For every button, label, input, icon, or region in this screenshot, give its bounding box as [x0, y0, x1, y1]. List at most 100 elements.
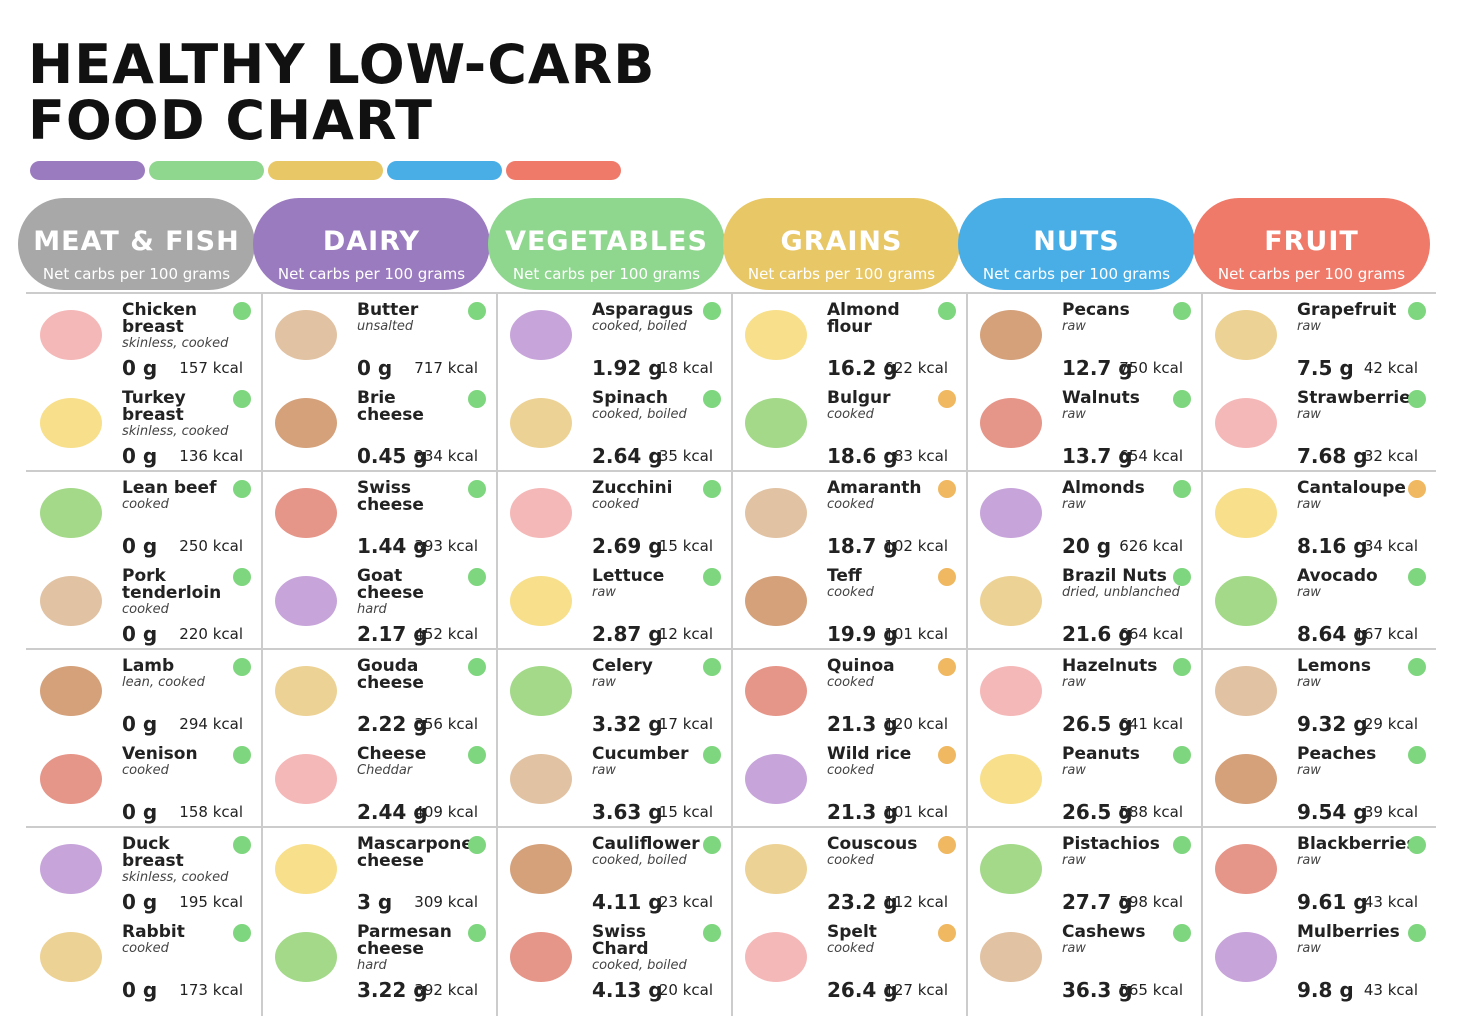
status-dot: [1173, 836, 1191, 854]
status-dot: [468, 746, 486, 764]
net-carbs: 0 g: [122, 890, 158, 914]
food-name-text: Goat cheese: [357, 566, 424, 603]
category-subtitle: Net carbs per 100 grams: [982, 265, 1171, 283]
food-name-text: Peaches: [1297, 744, 1377, 764]
food-name: Wild rice cooked: [827, 746, 937, 779]
food-image: [510, 310, 572, 360]
net-carbs: 26.4 g: [827, 978, 898, 1002]
calories: 167 kcal: [1354, 625, 1418, 643]
status-dot: [1173, 658, 1191, 676]
food-name-text: Grapefruit: [1297, 300, 1397, 320]
food-name-text: Cantaloupe: [1297, 478, 1406, 498]
status-dot: [703, 836, 721, 854]
food-name: Amaranth cooked: [827, 480, 937, 513]
food-image: [275, 932, 337, 982]
food-item: Bulgur cooked 18.6 g 83 kcal: [731, 384, 966, 472]
calories: 750 kcal: [1119, 359, 1183, 377]
status-dot: [1408, 480, 1426, 498]
food-note: cooked: [592, 497, 639, 512]
food-item: Blackberries raw 9.61 g 43 kcal: [1201, 830, 1436, 918]
food-image: [40, 398, 102, 448]
status-dot: [233, 390, 251, 408]
net-carbs: 8.16 g: [1297, 534, 1368, 558]
column-divider: [261, 292, 263, 1016]
food-note: dried, unblanched: [1062, 585, 1180, 600]
food-name-text: Almonds: [1062, 478, 1145, 498]
calories: 452 kcal: [414, 625, 478, 643]
food-note: raw: [1062, 319, 1086, 334]
food-name-text: Rabbit: [122, 922, 185, 942]
food-name: Cheese Cheddar: [357, 746, 467, 779]
food-name-text: Cauliflower: [592, 834, 700, 854]
food-name-text: Teff: [827, 566, 862, 586]
food-image: [275, 844, 337, 894]
calories: 220 kcal: [179, 625, 243, 643]
food-name-text: Strawberries: [1297, 388, 1421, 408]
food-item: Swiss Chard cooked, boiled 4.13 g 20 kcal: [496, 918, 731, 1006]
food-name-text: Mascarpone cheese: [357, 834, 473, 871]
status-dot: [703, 302, 721, 320]
food-note: cooked: [122, 763, 169, 778]
food-name: Quinoa cooked: [827, 658, 937, 691]
food-note: cooked: [827, 675, 874, 690]
food-item: Walnuts raw 13.7 g 654 kcal: [966, 384, 1201, 472]
status-dot: [233, 924, 251, 942]
calories: 15 kcal: [658, 803, 713, 821]
food-name-text: Swiss Chard: [592, 922, 649, 959]
food-name-text: Pecans: [1062, 300, 1130, 320]
food-image: [275, 310, 337, 360]
food-name: Cucumber raw: [592, 746, 702, 779]
food-image: [40, 754, 102, 804]
status-dot: [938, 836, 956, 854]
food-item: Strawberries raw 7.68 g 32 kcal: [1201, 384, 1436, 472]
food-item: Brazil Nuts dried, unblanched 21.6 g 664 kc…: [966, 562, 1201, 650]
color-bar: [387, 161, 502, 180]
food-image: [275, 488, 337, 538]
food-image: [40, 666, 102, 716]
food-name-text: Celery: [592, 656, 653, 676]
calories: 195 kcal: [179, 893, 243, 911]
food-item: Zucchini cooked 2.69 g 15 kcal: [496, 474, 731, 562]
net-carbs: 0 g: [122, 712, 158, 736]
food-image: [1215, 398, 1277, 448]
calories: 565 kcal: [1119, 981, 1183, 999]
status-dot: [703, 746, 721, 764]
calories: 598 kcal: [1119, 893, 1183, 911]
food-item: Rabbit cooked 0 g 173 kcal: [26, 918, 261, 1006]
food-item: Quinoa cooked 21.3 g 120 kcal: [731, 652, 966, 740]
food-image: [275, 666, 337, 716]
food-note: cooked, boiled: [592, 853, 687, 868]
food-note: raw: [1297, 941, 1321, 956]
net-carbs: 7.5 g: [1297, 356, 1354, 380]
food-name: Couscous cooked: [827, 836, 937, 869]
food-item: Gouda cheese 2.22 g 356 kcal: [261, 652, 496, 740]
food-name: Brazil Nuts dried, unblanched: [1062, 568, 1180, 601]
category-subtitle: Net carbs per 100 grams: [277, 265, 466, 283]
food-note: raw: [1297, 853, 1321, 868]
food-name: Spelt cooked: [827, 924, 937, 957]
food-note: cooked: [122, 941, 169, 956]
food-note: cooked: [827, 853, 874, 868]
food-image: [980, 398, 1042, 448]
category-header: MEAT & FISH Net carbs per 100 grams: [18, 198, 255, 290]
status-dot: [938, 924, 956, 942]
calories: 294 kcal: [179, 715, 243, 733]
calories: 334 kcal: [414, 447, 478, 465]
food-name: Lettuce raw: [592, 568, 702, 601]
food-item: Almonds raw 20 g 626 kcal: [966, 474, 1201, 562]
food-image: [40, 310, 102, 360]
food-name: Pork tenderloin cooked: [122, 568, 232, 618]
food-image: [745, 576, 807, 626]
net-carbs: 2.69 g: [592, 534, 663, 558]
status-dot: [703, 568, 721, 586]
category-title: GRAINS: [780, 226, 903, 257]
status-dot: [703, 658, 721, 676]
color-bar: [30, 161, 145, 180]
status-dot: [938, 746, 956, 764]
food-note: raw: [1062, 497, 1086, 512]
net-carbs: 9.54 g: [1297, 800, 1368, 824]
food-item: Venison cooked 0 g 158 kcal: [26, 740, 261, 828]
food-name: Goat cheese hard: [357, 566, 467, 618]
calories: 717 kcal: [414, 359, 478, 377]
food-note: cooked: [122, 497, 169, 512]
